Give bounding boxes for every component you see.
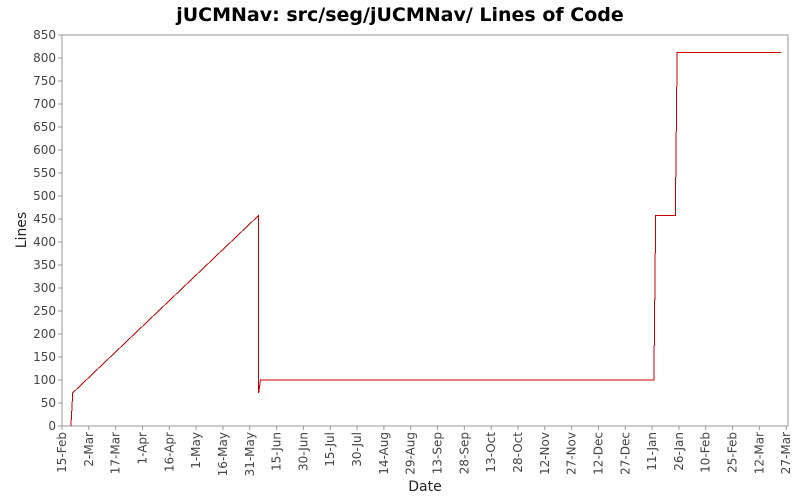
y-tick-label: 250 — [33, 304, 56, 318]
x-tick-label: 12-Mar — [752, 432, 766, 474]
y-tick-label: 850 — [33, 28, 56, 42]
chart-title: jUCMNav: src/seg/jUCMNav/ Lines of Code — [175, 4, 624, 26]
y-tick-label: 300 — [33, 281, 56, 295]
x-tick-label: 27-Mar — [779, 432, 793, 474]
y-tick-label: 750 — [33, 74, 56, 88]
y-tick-label: 450 — [33, 212, 56, 226]
x-tick-label: 27-Dec — [618, 432, 632, 475]
y-tick-label: 200 — [33, 327, 56, 341]
x-tick-label: 15-Feb — [55, 432, 69, 473]
x-tick-label: 15-Jun — [270, 432, 284, 471]
x-tick-label: 26-Jan — [672, 432, 686, 471]
x-axis-label: Date — [408, 479, 441, 495]
y-axis: 0 50 100 150 200 250 300 350 400 450 500 550 600 650 7… — [33, 28, 62, 433]
x-tick-label: 28-Sep — [457, 432, 471, 474]
y-tick-label: 700 — [33, 97, 56, 111]
x-tick-label: 17-Mar — [109, 432, 123, 474]
x-tick-label: 27-Nov — [565, 432, 579, 475]
y-tick-label: 650 — [33, 120, 56, 134]
x-tick-label: 31-May — [243, 432, 257, 476]
x-tick-label: 16-Apr — [162, 432, 176, 472]
x-tick-label: 12-Nov — [538, 432, 552, 475]
x-tick-label: 30-Jun — [296, 432, 310, 471]
x-tick-label: 16-May — [216, 432, 230, 476]
x-tick-label: 25-Feb — [726, 432, 740, 473]
y-tick-label: 600 — [33, 143, 56, 157]
series-group — [70, 51, 781, 427]
y-tick-label: 500 — [33, 189, 56, 203]
x-tick-label: 14-Aug — [377, 432, 391, 475]
y-tick-label: 400 — [33, 235, 56, 249]
x-tick-label: 11-Jan — [645, 432, 659, 471]
x-tick-label: 28-Oct — [511, 432, 525, 473]
x-tick-label: 1-May — [189, 432, 203, 469]
x-tick-label: 15-Jul — [323, 432, 337, 467]
x-tick-label: 13-Oct — [484, 432, 498, 473]
y-tick-label: 550 — [33, 166, 56, 180]
y-tick-label: 50 — [41, 396, 56, 410]
x-axis: 15-Feb 2-Mar 17-Mar 1-Apr 16-Apr 1-May 16-May 3… — [55, 426, 793, 476]
x-tick-label: 13-Sep — [431, 432, 445, 474]
series-line-0 — [70, 51, 781, 427]
x-tick-label: 30-Jul — [350, 432, 364, 467]
y-tick-label: 800 — [33, 51, 56, 65]
x-tick-label: 1-Apr — [135, 432, 149, 465]
x-tick-label: 2-Mar — [82, 432, 96, 467]
x-tick-label: 12-Dec — [591, 432, 605, 475]
y-tick-label: 0 — [48, 419, 56, 433]
x-tick-label: 29-Aug — [404, 432, 418, 475]
x-tick-label: 10-Feb — [699, 432, 713, 473]
y-tick-label: 350 — [33, 258, 56, 272]
y-tick-label: 100 — [33, 373, 56, 387]
y-tick-label: 150 — [33, 350, 56, 364]
y-axis-label: Lines — [14, 212, 30, 248]
plot-area — [61, 34, 789, 427]
